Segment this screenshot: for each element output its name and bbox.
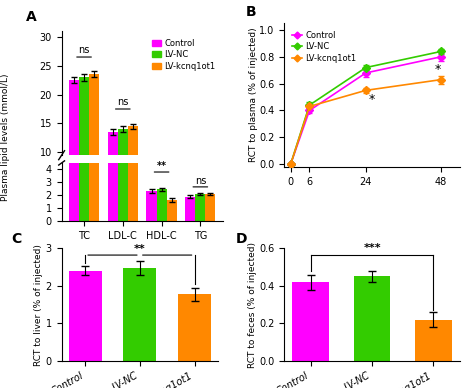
- Bar: [156, 196, 167, 210]
- Bar: [118, 40, 128, 221]
- Text: *: *: [435, 62, 441, 76]
- Bar: [108, 132, 118, 210]
- Bar: [415, 320, 452, 361]
- Text: **: **: [134, 244, 146, 254]
- Bar: [195, 194, 205, 221]
- Bar: [292, 282, 329, 361]
- Text: ***: ***: [363, 243, 381, 253]
- Text: ns: ns: [78, 45, 90, 55]
- Y-axis label: RCT to feces (% of injected): RCT to feces (% of injected): [247, 242, 256, 367]
- Y-axis label: Plasma lipid levels (mmol/L): Plasma lipid levels (mmol/L): [1, 73, 10, 201]
- Text: B: B: [246, 5, 256, 19]
- Text: ns: ns: [195, 176, 206, 186]
- Bar: [205, 198, 216, 210]
- Bar: [354, 276, 391, 361]
- Legend: Control, LV-NC, LV-kcnq1ot1: Control, LV-NC, LV-kcnq1ot1: [289, 28, 360, 66]
- Bar: [167, 201, 177, 210]
- Text: ns: ns: [117, 97, 128, 107]
- Bar: [69, 80, 79, 210]
- Bar: [146, 197, 156, 210]
- Text: A: A: [26, 10, 37, 24]
- Text: C: C: [11, 232, 22, 246]
- Bar: [185, 197, 195, 221]
- Bar: [108, 47, 118, 221]
- Bar: [79, 0, 89, 221]
- Bar: [195, 198, 205, 210]
- Legend: Control, LV-NC, LV-kcnq1ot1: Control, LV-NC, LV-kcnq1ot1: [149, 35, 219, 74]
- Bar: [185, 199, 195, 210]
- Bar: [89, 74, 99, 210]
- Bar: [205, 194, 216, 221]
- Y-axis label: RCT to plasma (% of injected): RCT to plasma (% of injected): [249, 28, 258, 162]
- Bar: [118, 129, 128, 210]
- Text: *: *: [369, 93, 375, 106]
- Bar: [89, 0, 99, 221]
- Bar: [156, 189, 167, 221]
- Y-axis label: RCT to liver (% of injected): RCT to liver (% of injected): [34, 244, 43, 365]
- Bar: [128, 126, 138, 210]
- Bar: [167, 200, 177, 221]
- Bar: [178, 294, 211, 361]
- Bar: [128, 34, 138, 221]
- Bar: [69, 0, 79, 221]
- Bar: [69, 271, 101, 361]
- Bar: [146, 191, 156, 221]
- Bar: [123, 268, 156, 361]
- Text: D: D: [235, 232, 247, 246]
- Text: **: **: [156, 161, 166, 171]
- Bar: [79, 77, 89, 210]
